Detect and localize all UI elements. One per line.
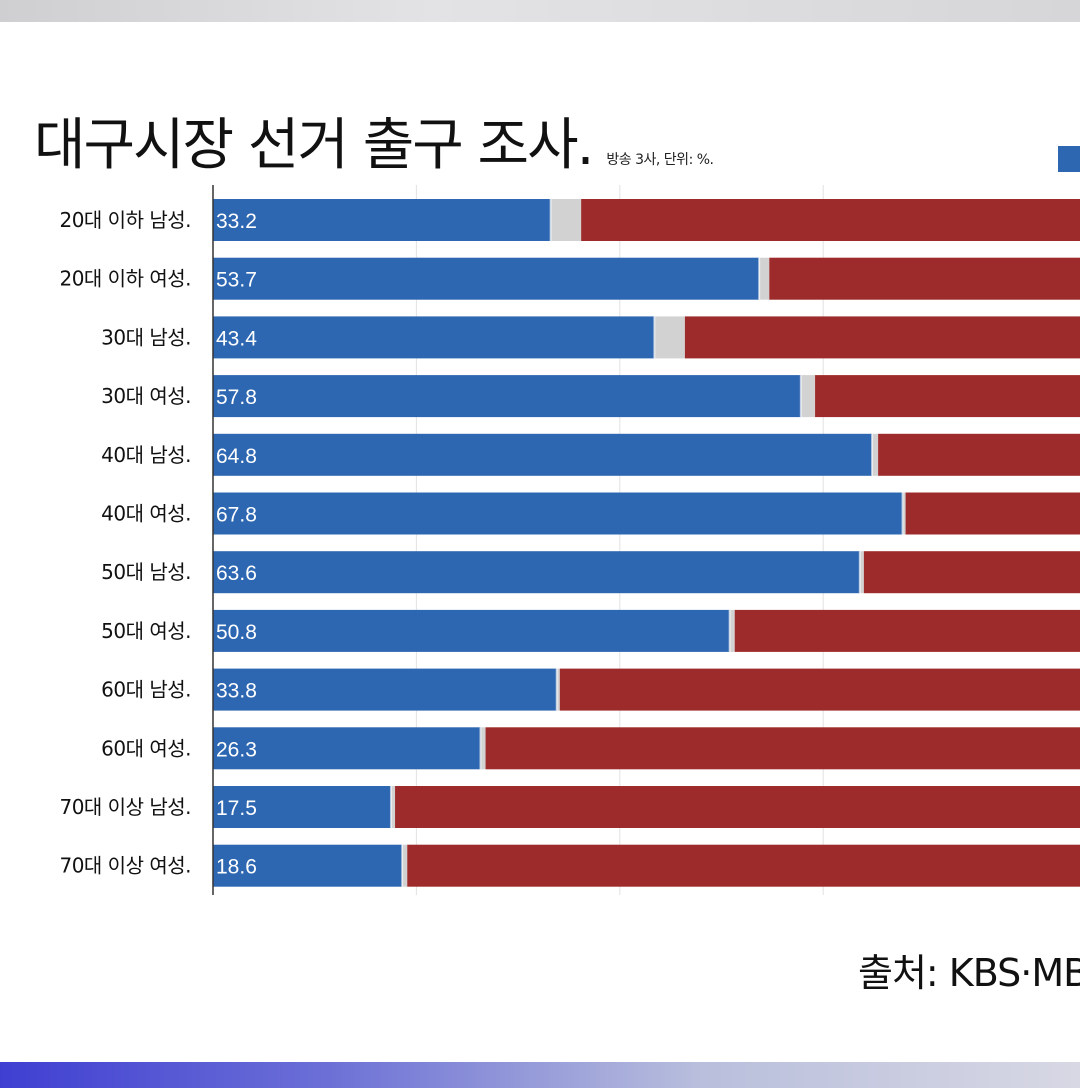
bar-segment-1-8	[213, 609, 730, 652]
legend-swatch-primary	[1058, 146, 1080, 172]
bar-separator-4	[799, 375, 802, 418]
value-label-2: 53.7	[216, 269, 257, 292]
value-label-5: 64.8	[216, 445, 257, 468]
bar-segment-3-9	[559, 668, 1080, 711]
bar-segment-1-10	[213, 727, 481, 770]
bar-segment-1-11	[213, 786, 391, 828]
bar-segment-2-11	[390, 786, 396, 828]
bar-segment-2-10	[480, 727, 486, 770]
bar-segment-1-7	[213, 551, 860, 594]
bar-separator-10	[479, 727, 482, 770]
category-labels: 20대 이하 남성. 20대 이하 여성. 30대 남성. 30대 여성. 40대 남성…	[59, 208, 191, 878]
bar-segment-2-8	[729, 609, 735, 652]
bar-separator-3	[653, 316, 656, 359]
chart-subtitle: 방송 3사, 단위: %.	[606, 152, 714, 168]
bar-segment-1-6	[213, 492, 903, 535]
bar-segment-3-7	[863, 551, 1080, 594]
category-label-3: 30대 남성.	[101, 325, 191, 349]
bar-segment-2-6	[902, 492, 906, 535]
value-label-6: 67.8	[216, 504, 257, 527]
value-label-4: 57.8	[216, 386, 257, 409]
bar-segment-3-10	[485, 727, 1080, 770]
bar-separator-9	[555, 668, 558, 711]
bar-segment-1-2	[213, 257, 760, 300]
bar-segment-3-5	[878, 433, 1080, 476]
bar-segment-3-2	[769, 257, 1080, 300]
title-row: 대구시장 선거 출구 조사. 방송 3사, 단위: %.	[34, 100, 714, 181]
bar-separator-11	[389, 786, 392, 828]
bar-segment-1-3	[213, 316, 655, 359]
value-label-10: 26.3	[216, 738, 257, 761]
bar-segment-1-1	[213, 199, 551, 241]
bar-separator-12	[401, 844, 404, 887]
category-label-4: 30대 여성.	[101, 384, 191, 408]
category-label-6: 40대 여성.	[101, 502, 191, 526]
category-label-8: 50대 여성.	[101, 619, 191, 643]
bar-segment-1-12	[213, 844, 403, 887]
bar-segment-2-4	[800, 375, 816, 418]
bar-segment-3-1	[581, 199, 1080, 241]
bar-separator-6	[901, 492, 904, 535]
bar-segment-2-9	[556, 668, 560, 711]
bar-segment-3-3	[684, 316, 1080, 359]
bar-segment-2-3	[654, 316, 685, 359]
bar-segment-3-11	[395, 786, 1080, 828]
bar-segment-2-12	[402, 844, 408, 887]
bar-segment-3-8	[734, 609, 1080, 652]
bar-segment-2-5	[872, 433, 879, 476]
value-label-11: 17.5	[216, 797, 257, 820]
bar-segment-3-6	[905, 492, 1080, 535]
category-label-11: 70대 이상 남성.	[59, 795, 191, 819]
bar-separator-2	[758, 257, 761, 300]
bars: 33.2 53.7 43.4 57.8 64.8 67.8 63.6 50.8 33.8 26.3…	[213, 199, 1080, 887]
bar-segment-1-4	[213, 375, 801, 418]
top-frame-strip	[0, 0, 1080, 22]
value-label-8: 50.8	[216, 621, 257, 644]
bar-segment-2-2	[759, 257, 770, 300]
bottom-frame-strip	[0, 1062, 1080, 1088]
category-label-12: 70대 이상 여성.	[59, 854, 191, 878]
bar-separator-1	[549, 199, 552, 241]
bar-separator-5	[871, 433, 874, 476]
category-label-9: 60대 남성.	[101, 678, 191, 702]
category-label-1: 20대 이하 남성.	[59, 208, 191, 232]
bar-separator-7	[858, 551, 861, 594]
value-label-9: 33.8	[216, 680, 257, 703]
bar-segment-3-4	[815, 375, 1080, 418]
category-label-7: 50대 남성.	[101, 560, 191, 584]
category-label-5: 40대 남성.	[101, 443, 191, 467]
gridlines	[415, 185, 824, 895]
chart-title: 대구시장 선거 출구 조사.	[34, 113, 594, 178]
value-label-12: 18.6	[216, 856, 257, 879]
bar-segment-2-1	[550, 199, 582, 241]
category-label-2: 20대 이하 여성.	[59, 267, 191, 291]
category-label-10: 60대 여성.	[101, 736, 191, 760]
bar-separator-8	[728, 609, 731, 652]
bar-segment-2-7	[859, 551, 864, 594]
value-label-3: 43.4	[216, 327, 257, 350]
value-label-7: 63.6	[216, 562, 257, 585]
bar-segment-1-5	[213, 433, 873, 476]
bar-segment-1-9	[213, 668, 557, 711]
bar-segment-3-12	[407, 844, 1080, 887]
value-label-1: 33.2	[216, 210, 257, 233]
source-credit: 출처: KBS·MBC	[858, 951, 1080, 995]
